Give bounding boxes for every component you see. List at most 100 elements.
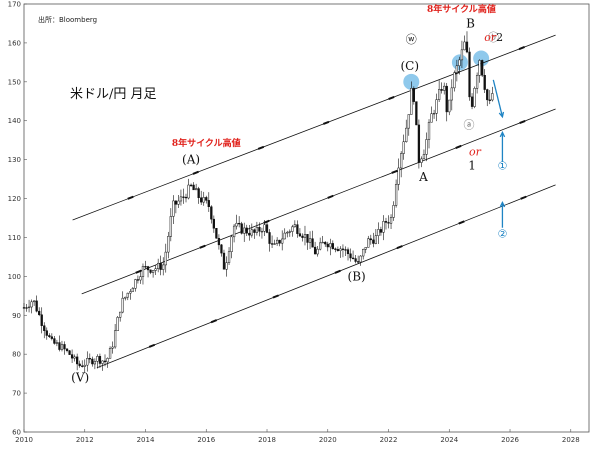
candle-body bbox=[40, 314, 43, 326]
candle-body bbox=[131, 288, 134, 292]
candle-body bbox=[146, 266, 150, 271]
x-tick-label: 2020 bbox=[319, 436, 337, 444]
y-tick-label: 130 bbox=[8, 156, 21, 164]
candle-body bbox=[410, 88, 413, 115]
candle-body bbox=[316, 248, 319, 255]
candle-body bbox=[324, 241, 327, 245]
channel-tick bbox=[519, 119, 526, 125]
candle-body bbox=[389, 217, 393, 224]
candle-body bbox=[313, 246, 317, 255]
candle-body bbox=[364, 247, 367, 250]
candle-body bbox=[303, 234, 307, 238]
candle-body bbox=[116, 317, 119, 331]
candle-body bbox=[465, 41, 469, 53]
candle-body bbox=[83, 364, 86, 367]
candle-body bbox=[281, 238, 284, 244]
arrows: ①② bbox=[492, 79, 507, 240]
y-tick-label: 160 bbox=[8, 39, 21, 47]
channel-tick bbox=[127, 195, 134, 200]
candle-body bbox=[415, 101, 418, 126]
candle-body bbox=[245, 227, 248, 234]
candle-body bbox=[265, 224, 269, 233]
x-tick-label: 2016 bbox=[197, 436, 215, 444]
candle-body bbox=[374, 235, 377, 244]
wave-label: B bbox=[466, 16, 475, 30]
candle-body bbox=[205, 197, 208, 201]
candle-body bbox=[351, 257, 355, 260]
candle-body bbox=[377, 229, 380, 236]
wave-label: (V) bbox=[71, 370, 89, 384]
candle-body bbox=[321, 241, 324, 244]
candle-body bbox=[306, 234, 309, 243]
cycle-high-annotation: 8年サイクル高値 bbox=[172, 137, 241, 149]
candle-body bbox=[435, 99, 438, 114]
candle-body bbox=[141, 266, 145, 277]
candle-body bbox=[357, 261, 360, 263]
candle-body bbox=[253, 229, 256, 233]
candle-body bbox=[250, 229, 253, 236]
candles bbox=[22, 31, 494, 373]
candle-body bbox=[108, 347, 112, 359]
candle-body bbox=[260, 230, 264, 233]
wave-label: (B) bbox=[348, 269, 366, 283]
candle-body bbox=[65, 348, 69, 351]
wave-label: A bbox=[418, 170, 428, 184]
candle-body bbox=[200, 197, 203, 203]
candle-body bbox=[339, 248, 342, 251]
x-tick-label: 2026 bbox=[501, 436, 519, 444]
candle-body bbox=[478, 60, 481, 76]
candle-body bbox=[217, 238, 221, 246]
candle-body bbox=[450, 87, 453, 101]
y-tick-label: 70 bbox=[12, 390, 21, 398]
candle-body bbox=[331, 243, 334, 250]
candle-body bbox=[101, 360, 104, 364]
candle-body bbox=[417, 124, 421, 163]
candle-body bbox=[45, 330, 48, 336]
or-label: or2 bbox=[484, 31, 503, 44]
candle-body bbox=[432, 113, 436, 115]
candle-body bbox=[189, 184, 193, 187]
candle-body bbox=[149, 269, 152, 273]
candle-body bbox=[470, 96, 474, 107]
y-tick-label: 90 bbox=[12, 312, 21, 320]
candle-body bbox=[273, 243, 276, 245]
candle-body bbox=[387, 222, 390, 224]
channel-line bbox=[72, 34, 556, 221]
wave-label: 1 bbox=[468, 158, 476, 172]
candle-body bbox=[60, 344, 64, 350]
plot-frame bbox=[23, 3, 590, 433]
x-tick-label: 2024 bbox=[440, 436, 458, 444]
channel-tick bbox=[396, 245, 403, 250]
candle-body bbox=[32, 300, 36, 303]
candle-body bbox=[248, 232, 251, 236]
y-tick-label: 170 bbox=[8, 1, 21, 9]
candle-body bbox=[184, 196, 188, 199]
candle-body bbox=[384, 221, 388, 223]
candle-body bbox=[379, 229, 383, 233]
candle-body bbox=[255, 227, 259, 233]
candle-body bbox=[154, 268, 157, 271]
candle-body bbox=[88, 358, 91, 360]
x-axis: 2010 2012 2014 2016 2018 2020 2022 2024 2026 2028 bbox=[15, 429, 580, 444]
candle-body bbox=[362, 248, 365, 257]
x-tick-label: 2028 bbox=[562, 436, 580, 444]
candle-body bbox=[169, 216, 172, 237]
candle-body bbox=[475, 75, 479, 89]
candle-body bbox=[129, 291, 132, 294]
candle-body bbox=[334, 248, 337, 250]
candle-body bbox=[139, 276, 142, 281]
target-number-label: ① bbox=[497, 159, 507, 172]
candle-body bbox=[222, 252, 226, 270]
x-tick-label: 2012 bbox=[76, 436, 94, 444]
candle-body bbox=[43, 325, 46, 331]
candle-body bbox=[372, 239, 375, 244]
candle-body bbox=[103, 360, 107, 363]
candle-body bbox=[430, 113, 433, 123]
candle-body bbox=[397, 167, 400, 185]
x-tick-label: 2018 bbox=[258, 436, 276, 444]
candle-body bbox=[58, 342, 61, 350]
candle-body bbox=[192, 184, 195, 191]
candle-body bbox=[215, 228, 218, 239]
candle-body bbox=[167, 236, 170, 253]
